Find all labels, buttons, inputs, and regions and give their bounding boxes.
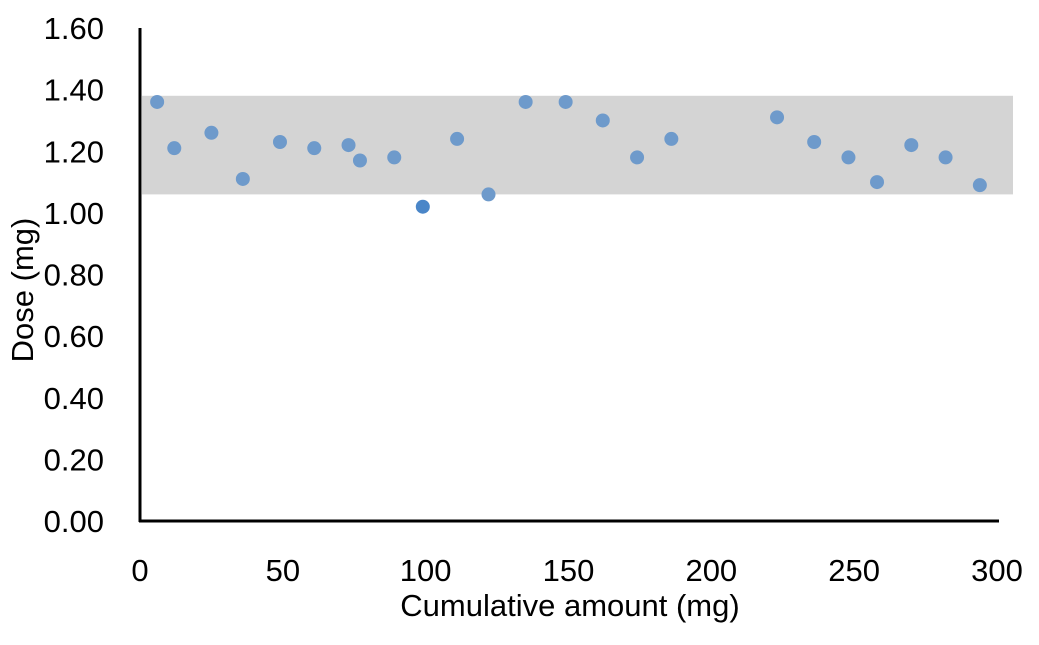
data-point (341, 138, 356, 153)
data-point (841, 150, 856, 165)
y-tick-label: 1.20 (44, 134, 104, 169)
y-tick-label: 0.00 (44, 504, 104, 539)
y-tick-label: 1.00 (44, 196, 104, 231)
x-tick-label: 50 (266, 553, 300, 588)
data-point (870, 175, 885, 190)
y-tick-label: 0.80 (44, 258, 104, 293)
data-point (235, 171, 250, 186)
data-point (450, 131, 465, 146)
data-point (204, 125, 219, 140)
y-axis-title: Dose (mg) (5, 218, 40, 363)
data-point (558, 94, 573, 109)
data-point (770, 110, 785, 125)
x-tick-label: 200 (685, 553, 737, 588)
y-tick-label: 0.40 (44, 381, 104, 416)
data-points (150, 94, 987, 214)
data-point (938, 150, 953, 165)
data-point (272, 135, 287, 150)
data-point (167, 141, 182, 156)
x-tick-label: 150 (543, 553, 595, 588)
x-tick-label: 250 (828, 553, 880, 588)
data-point (904, 138, 919, 153)
x-axis-title: Cumulative amount (mg) (400, 588, 739, 623)
acceptance-band (142, 95, 1013, 195)
data-point (807, 135, 822, 150)
data-point (518, 94, 533, 109)
data-point (664, 131, 679, 146)
y-tick-label: 0.20 (44, 442, 104, 477)
y-tick-label: 0.60 (44, 319, 104, 354)
x-tick-labels: 0 50 100 150 200 250 300 (131, 553, 1022, 588)
x-tick-label: 300 (971, 553, 1023, 588)
data-point (630, 150, 645, 165)
x-tick-label: 100 (400, 553, 452, 588)
data-point (150, 94, 165, 109)
y-tick-label: 1.60 (44, 11, 104, 46)
data-point (387, 150, 402, 165)
y-tick-label: 1.40 (44, 73, 104, 108)
data-point (972, 178, 987, 193)
x-tick-label: 0 (131, 553, 148, 588)
data-point (481, 187, 496, 202)
y-tick-labels: 0.00 0.20 0.40 0.60 0.80 1.00 1.20 1.40 1.60 (44, 11, 104, 539)
data-point (595, 113, 610, 128)
data-point (352, 153, 367, 168)
data-point (415, 199, 430, 214)
data-point (307, 141, 322, 156)
